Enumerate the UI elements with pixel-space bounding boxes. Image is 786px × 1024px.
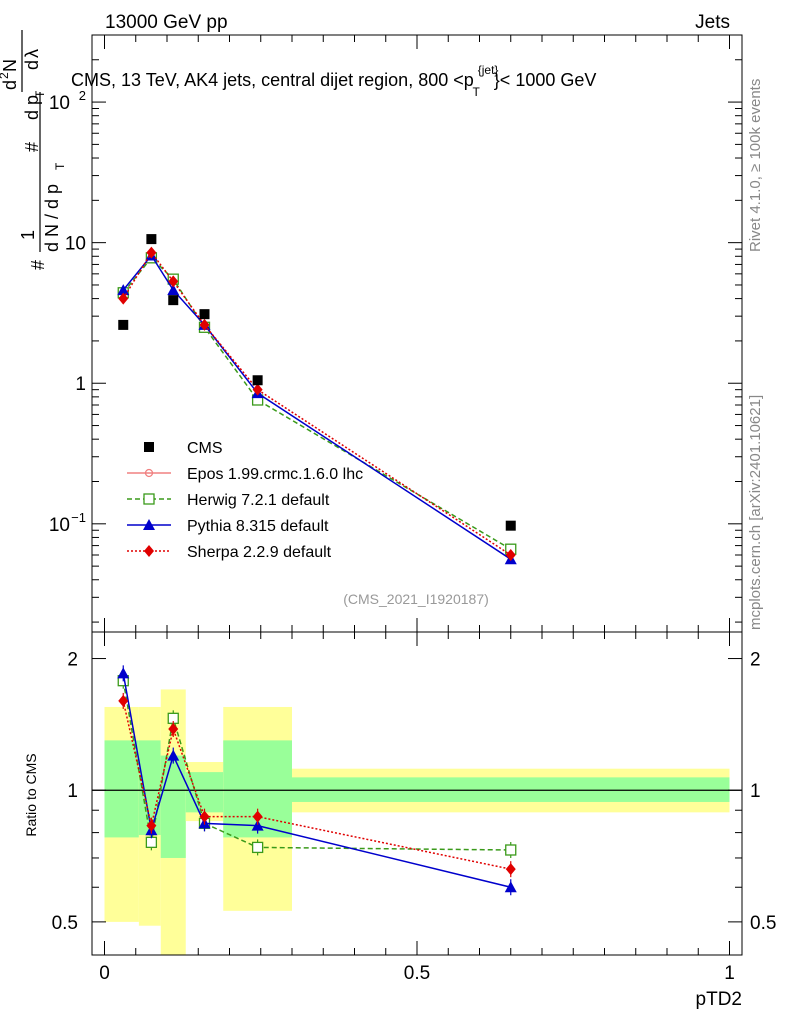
- legend-cms-label: CMS: [187, 440, 223, 457]
- analysis-watermark: (CMS_2021_I1920187): [343, 591, 489, 607]
- ratio-y-tick-label-right: 2: [750, 650, 761, 671]
- ratio-y-label: Ratio to CMS: [23, 753, 39, 836]
- ratio-y-tick-label-right: 0.5: [750, 913, 776, 934]
- sherpa-point: [118, 292, 129, 305]
- sherpa-point: [146, 246, 157, 259]
- main-y-tick-exponent: 2: [79, 88, 86, 103]
- legend-sherpa-marker: [144, 545, 154, 557]
- pythia-ratio-point: [167, 749, 180, 761]
- ylabel-sub-t-2: T: [33, 90, 47, 98]
- ylabel-d-2: d: [22, 60, 42, 70]
- x-tick-label: 1: [724, 963, 735, 984]
- ratio-y-tick-label-left: 0.5: [52, 913, 78, 934]
- main-y-tick-label: 10: [65, 234, 86, 255]
- sherpa-ratio-point: [252, 810, 263, 823]
- sherpa-point: [199, 318, 210, 331]
- ylabel-dn-dp: d N / d p: [42, 184, 62, 252]
- legend-epos-marker: [144, 468, 154, 478]
- sherpa-point: [505, 549, 516, 562]
- main-y-tick-label: 1: [75, 374, 86, 395]
- mcplots-label: mcplots.cern.ch [arXiv:2401.10621]: [747, 395, 764, 630]
- plot-title: CMS, 13 TeV, AK4 jets, central dijet reg…: [71, 63, 596, 99]
- header-jets-label: Jets: [695, 12, 730, 33]
- herwig-ratio-point: [505, 844, 517, 856]
- legend-sherpa-label: Sherpa 2.2.9 default: [187, 544, 332, 561]
- ylabel-hash-1: #: [28, 260, 48, 270]
- pythia-point: [167, 284, 180, 296]
- ylabel-lambda: λ: [22, 49, 42, 58]
- ratio-band-inner: [138, 740, 161, 835]
- sherpa-ratio-point: [118, 694, 129, 707]
- legend-herwig-marker: [143, 493, 155, 505]
- main-y-tick-label: 10: [49, 93, 70, 114]
- legend-epos-label: Epos 1.99.crmc.1.6.0 lhc: [187, 466, 363, 483]
- ratio-band-inner: [104, 740, 139, 838]
- legend-pythia-label: Pythia 8.315 default: [187, 518, 329, 535]
- herwig-ratio-line: [122, 680, 511, 851]
- ratio-bands: [92, 689, 742, 955]
- y-axis-label: # 1 d N / d p T # d 2 N d p T d λ: [0, 30, 67, 270]
- x-tick-label: 0: [99, 963, 110, 984]
- ylabel-n: N: [0, 59, 20, 72]
- sherpa-ratio-point: [505, 863, 516, 876]
- cms-data-point: [146, 234, 157, 245]
- legend-pythia-marker: [143, 519, 155, 530]
- main-y-tick-label: 10: [49, 515, 70, 536]
- ylabel-sub-t: T: [53, 162, 67, 170]
- ylabel-one: 1: [18, 230, 38, 240]
- sherpa-ratio-point: [199, 810, 210, 823]
- cms-data-point: [199, 309, 210, 320]
- cms-data-point: [118, 319, 129, 330]
- pythia-ratio-point: [117, 667, 130, 679]
- ylabel-sup-2: 2: [0, 72, 11, 79]
- ratio-frame: [91, 631, 743, 956]
- cms-data-point: [505, 520, 516, 531]
- plot-title-sub: T: [472, 85, 480, 99]
- header-energy-label: 13000 GeV pp: [105, 12, 228, 33]
- herwig-ratio-point: [145, 836, 158, 848]
- rivet-version-label: Rivet 4.1.0, ≥ 100k events: [747, 79, 764, 252]
- legend-cms-marker: [144, 442, 154, 452]
- ratio-y-tick-label-left: 1: [67, 781, 78, 802]
- plot-title-after: }< 1000 GeV: [494, 70, 597, 90]
- legend-herwig-label: Herwig 7.2.1 default: [187, 492, 330, 509]
- pythia-ratio-point: [504, 881, 517, 893]
- ratio-panel: 0 0.5 1 0.5 0.5 1 1 2 2 Ratio to CMS: [23, 631, 777, 984]
- x-axis-label: pTD2: [696, 989, 742, 1010]
- x-tick-label: 0.5: [404, 963, 430, 984]
- pythia-line: [122, 254, 512, 560]
- ratio-y-tick-label-right: 1: [750, 781, 761, 802]
- ratio-marks: [117, 665, 517, 896]
- ylabel-dp: d p: [22, 95, 42, 120]
- plot-title-sup: {jet}: [478, 63, 499, 77]
- main-marks: [117, 234, 517, 565]
- sherpa-ratio-point: [146, 819, 157, 832]
- sherpa-ratio-point: [168, 723, 179, 736]
- cms-data-point: [168, 295, 179, 306]
- cms-data-point: [252, 375, 263, 386]
- sherpa-point: [252, 383, 263, 396]
- plot-title-before: CMS, 13 TeV, AK4 jets, central dijet reg…: [71, 70, 474, 90]
- main-frame: [91, 34, 743, 633]
- ratio-y-tick-label-left: 2: [67, 650, 78, 671]
- sherpa-line: [122, 251, 512, 556]
- legend: CMS Epos 1.99.crmc.1.6.0 lhc Herwig 7.2.…: [127, 440, 363, 561]
- ylabel-d: d: [0, 80, 20, 90]
- main-y-tick-exponent: −1: [71, 510, 86, 525]
- sherpa-ratio-line: [122, 700, 511, 870]
- pythia-ratio-point: [251, 819, 264, 831]
- sherpa-point: [168, 275, 179, 288]
- pythia-point: [117, 284, 130, 296]
- ratio-axes: 0 0.5 1 0.5 0.5 1 1 2 2: [52, 650, 777, 984]
- ylabel-hash-2: #: [22, 142, 42, 152]
- herwig-ratio-point: [251, 841, 264, 854]
